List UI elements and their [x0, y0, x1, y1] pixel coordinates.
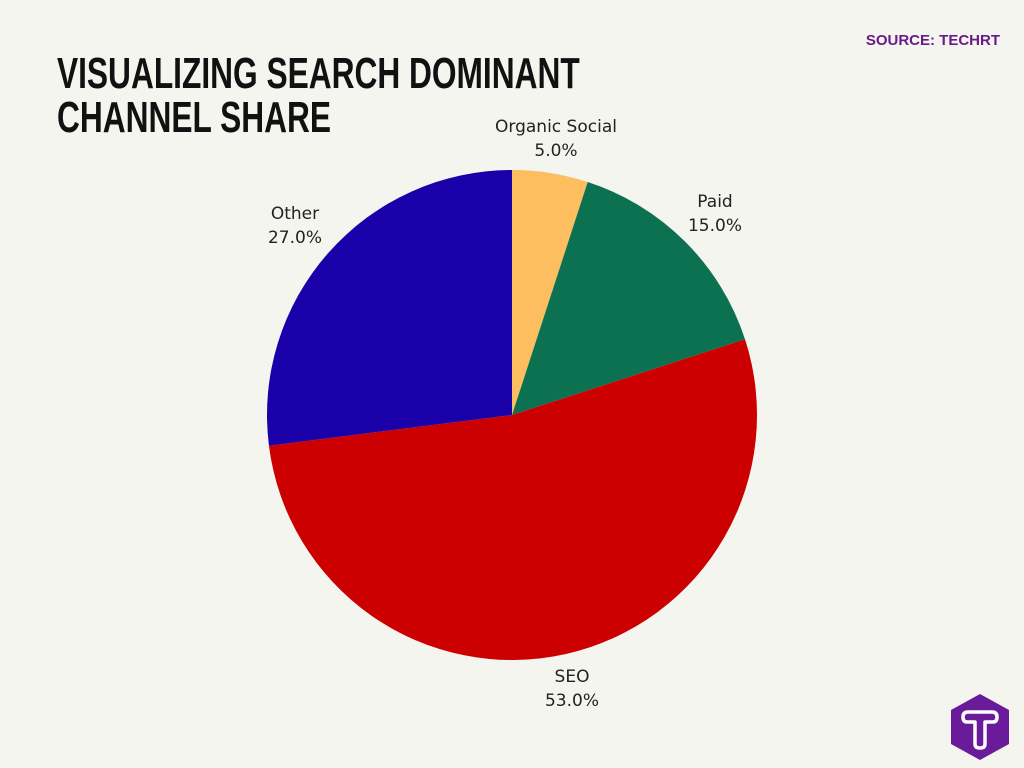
techrt-logo-icon — [951, 694, 1009, 760]
chart-title: VISUALIZING SEARCH DOMINANT CHANNEL SHAR… — [57, 49, 580, 142]
slice-name: Other — [270, 204, 320, 224]
pie-slice-organic-social — [512, 170, 588, 415]
slice-value: 15.0% — [687, 216, 743, 236]
slice-value: 27.0% — [267, 228, 323, 248]
slice-name: SEO — [554, 667, 590, 687]
label-seo: SEO 53.0% — [545, 665, 599, 713]
label-paid: Paid 15.0% — [688, 190, 742, 238]
label-other: Other 27.0% — [268, 202, 322, 250]
pie-slice-paid — [512, 181, 746, 415]
slice-value: 53.0% — [544, 691, 600, 711]
pie-slice-other — [267, 170, 512, 446]
pie-slice-seo — [268, 339, 758, 661]
slice-name: Paid — [697, 192, 733, 212]
label-organic-social: Organic Social 5.0% — [495, 115, 617, 163]
slice-value: 5.0% — [534, 141, 578, 161]
source-label: SOURCE: TECHRT — [865, 32, 1000, 49]
slice-name: Organic Social — [495, 117, 617, 137]
